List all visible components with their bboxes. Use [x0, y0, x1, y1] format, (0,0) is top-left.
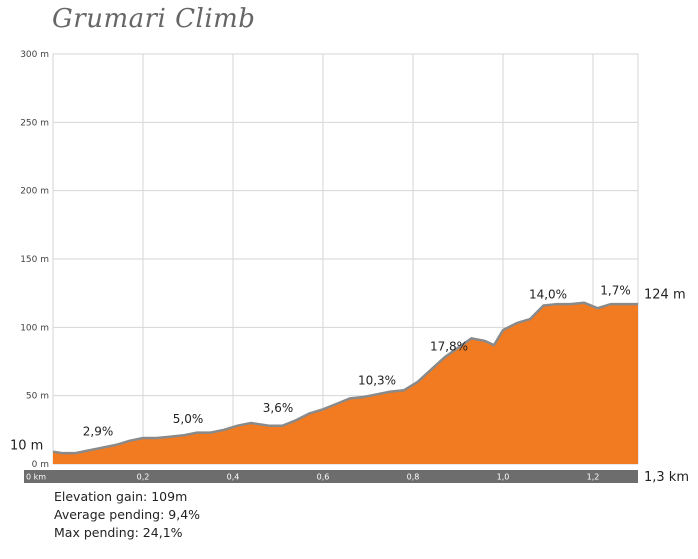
- x-tick-label: 0,6: [317, 473, 330, 482]
- gradient-label: 1,7%: [600, 284, 631, 298]
- distance-axis-bar: [24, 470, 638, 483]
- y-tick-label: 100 m: [20, 323, 49, 333]
- x-tick-label: 0 km: [26, 473, 46, 482]
- chart-title: Grumari Climb: [52, 4, 256, 34]
- gradient-label: 10,3%: [358, 374, 396, 388]
- y-tick-label: 0 m: [32, 460, 49, 470]
- gradient-label: 3,6%: [263, 401, 294, 415]
- y-tick-label: 50 m: [26, 392, 49, 402]
- gradient-label: 17,8%: [430, 340, 468, 354]
- distance-total-label: 1,3 km: [644, 470, 689, 485]
- gradient-label: 2,9%: [83, 424, 114, 438]
- y-tick-label: 250 m: [20, 118, 49, 128]
- average-pending-text: Average pending: 9,4%: [54, 507, 201, 522]
- x-tick-label: 1,2: [587, 473, 600, 482]
- x-tick-label: 1,0: [497, 473, 510, 482]
- max-pending-text: Max pending: 24,1%: [54, 525, 183, 540]
- x-tick-label: 0,4: [227, 473, 240, 482]
- elevation-gain-text: Elevation gain: 109m: [54, 489, 188, 504]
- y-tick-label: 150 m: [20, 255, 49, 265]
- end-elevation-label: 124 m: [644, 288, 686, 303]
- gradient-label: 14,0%: [529, 288, 567, 302]
- gradient-label: 5,0%: [173, 412, 204, 426]
- start-elevation-label: 10 m: [10, 438, 43, 453]
- x-tick-label: 0,8: [407, 473, 420, 482]
- y-tick-label: 200 m: [20, 187, 49, 197]
- climb-stats: Elevation gain: 109m Average pending: 9,…: [54, 488, 200, 542]
- elevation-area: [53, 302, 638, 464]
- y-tick-label: 300 m: [20, 50, 49, 60]
- elevation-outline: [52, 301, 638, 455]
- x-tick-label: 0,2: [137, 473, 150, 482]
